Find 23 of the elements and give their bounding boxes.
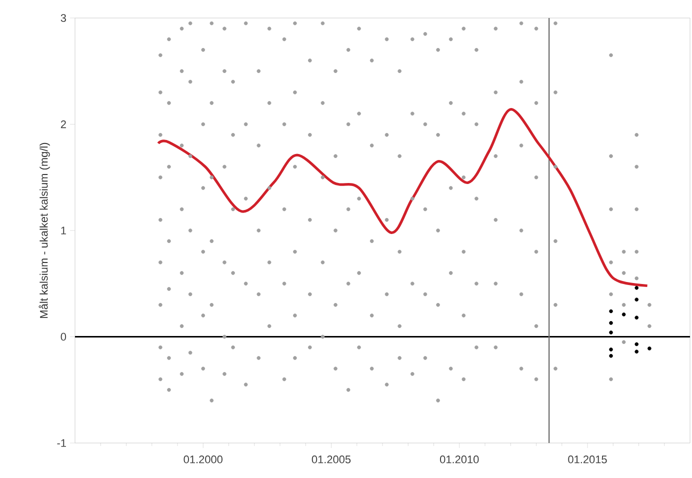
y-tick-label: 2 [60, 120, 66, 128]
point [622, 312, 626, 316]
point [634, 298, 639, 302]
point [609, 354, 613, 358]
point [609, 321, 613, 325]
y-tick-label: 3 [60, 14, 66, 22]
point [634, 286, 639, 290]
point [634, 316, 639, 320]
point [634, 350, 639, 354]
line-series [156, 108, 649, 288]
point [634, 342, 639, 346]
point [648, 346, 652, 350]
y-tick-label: -1 [57, 439, 66, 447]
y-tick-label: 0 [60, 332, 66, 341]
x-tick-label: 01.2005 [312, 456, 351, 464]
x-tick-label: 01.2015 [568, 456, 607, 464]
y-axis-title: Målt kalsium - ukalket kalsium (mg/l) [38, 142, 50, 318]
point [609, 309, 613, 314]
y-tick-label: 1 [61, 226, 66, 234]
point [609, 348, 613, 352]
x-tick-label: 01.2000 [184, 456, 222, 464]
point [609, 330, 613, 334]
x-tick-label: 01.2010 [440, 456, 479, 464]
